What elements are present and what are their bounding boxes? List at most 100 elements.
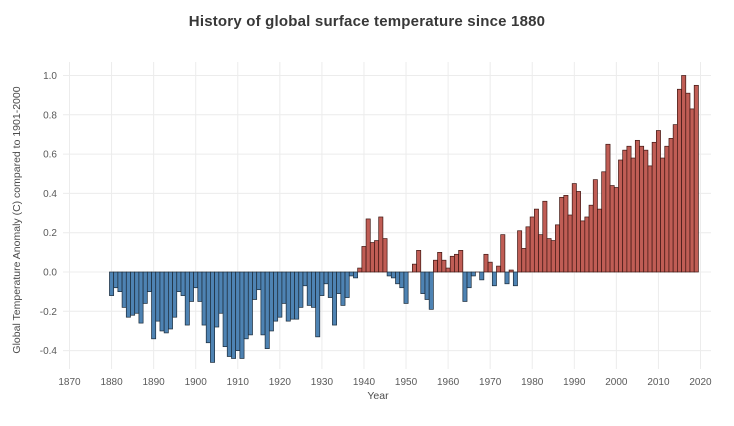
y-tick-label: -0.2 — [40, 307, 58, 318]
bar — [483, 253, 489, 273]
bar — [592, 179, 598, 273]
bar — [458, 250, 464, 273]
bar — [626, 145, 632, 273]
bar — [214, 271, 220, 328]
bar — [428, 271, 434, 310]
bar — [159, 271, 165, 332]
y-tick-label: 0.0 — [43, 268, 57, 279]
bar — [348, 271, 354, 277]
bar — [655, 130, 661, 273]
bar — [462, 271, 468, 302]
bar — [374, 240, 380, 273]
y-tick-label: -0.4 — [40, 346, 58, 357]
bar — [184, 271, 190, 326]
bar — [311, 271, 316, 308]
bar — [340, 271, 346, 306]
bar — [512, 271, 518, 287]
bar — [210, 271, 215, 363]
bar — [151, 271, 157, 340]
bar — [689, 108, 695, 273]
bar — [386, 271, 392, 277]
y-tick-label: 1.0 — [43, 71, 57, 82]
bar — [390, 271, 396, 279]
bar — [597, 208, 602, 273]
bar — [361, 246, 367, 273]
bar — [487, 261, 493, 273]
bar — [243, 271, 249, 340]
bar — [142, 271, 148, 304]
bar — [504, 271, 510, 285]
bar — [260, 271, 266, 336]
bar — [180, 271, 186, 296]
x-tick-label: 2000 — [605, 377, 628, 388]
bar — [365, 218, 371, 273]
bar — [693, 84, 699, 273]
bar — [618, 159, 624, 273]
bar — [542, 200, 548, 273]
bar — [664, 145, 670, 273]
bar — [433, 259, 438, 273]
bar — [580, 220, 586, 273]
bar — [609, 185, 615, 273]
bar — [479, 271, 485, 281]
bar — [285, 271, 291, 322]
bar — [130, 271, 136, 316]
bar — [550, 240, 556, 273]
bar — [323, 271, 329, 285]
bar — [336, 271, 342, 294]
bar — [437, 252, 443, 273]
bar — [500, 234, 506, 273]
x-tick-label: 1900 — [185, 377, 208, 388]
bar — [685, 92, 691, 273]
y-tick-label: 0.6 — [43, 150, 57, 161]
bar — [138, 271, 144, 324]
x-tick-label: 1980 — [521, 377, 544, 388]
bar — [222, 271, 228, 348]
bar — [327, 271, 333, 298]
bar — [639, 145, 645, 273]
bar — [382, 238, 388, 273]
bar — [256, 271, 262, 291]
x-tick-label: 1990 — [563, 377, 586, 388]
bar — [302, 271, 308, 287]
bar — [622, 149, 628, 273]
bar — [651, 141, 657, 273]
bar — [125, 271, 131, 318]
bar — [332, 271, 337, 326]
bar — [576, 191, 581, 273]
bar — [218, 271, 224, 314]
bar — [416, 250, 422, 273]
bar — [672, 124, 678, 273]
bar — [197, 271, 203, 302]
bar — [445, 267, 451, 273]
bar — [567, 214, 573, 273]
y-tick-label: 0.4 — [43, 189, 57, 200]
bar — [189, 271, 194, 302]
bar — [681, 75, 687, 273]
bar — [449, 255, 455, 273]
bar — [660, 157, 666, 273]
x-tick-label: 1870 — [58, 377, 81, 388]
bar — [134, 271, 140, 314]
bar — [319, 271, 325, 296]
bar — [605, 143, 611, 273]
bar — [205, 271, 211, 344]
x-tick-label: 1930 — [311, 377, 334, 388]
bar — [268, 271, 274, 332]
bar — [584, 216, 590, 273]
bar — [601, 171, 607, 273]
bar — [277, 271, 283, 318]
bar — [647, 165, 653, 273]
bar — [517, 230, 523, 273]
bar — [466, 271, 472, 289]
chart-title: History of global surface temperature si… — [188, 13, 546, 30]
bar — [193, 271, 199, 289]
bar — [454, 253, 459, 273]
bar — [281, 271, 287, 304]
x-tick-label: 2010 — [647, 377, 670, 388]
x-tick-label: 1940 — [353, 377, 376, 388]
bar — [353, 271, 359, 279]
bar — [306, 271, 312, 306]
bar — [508, 269, 514, 273]
bar — [538, 234, 544, 273]
